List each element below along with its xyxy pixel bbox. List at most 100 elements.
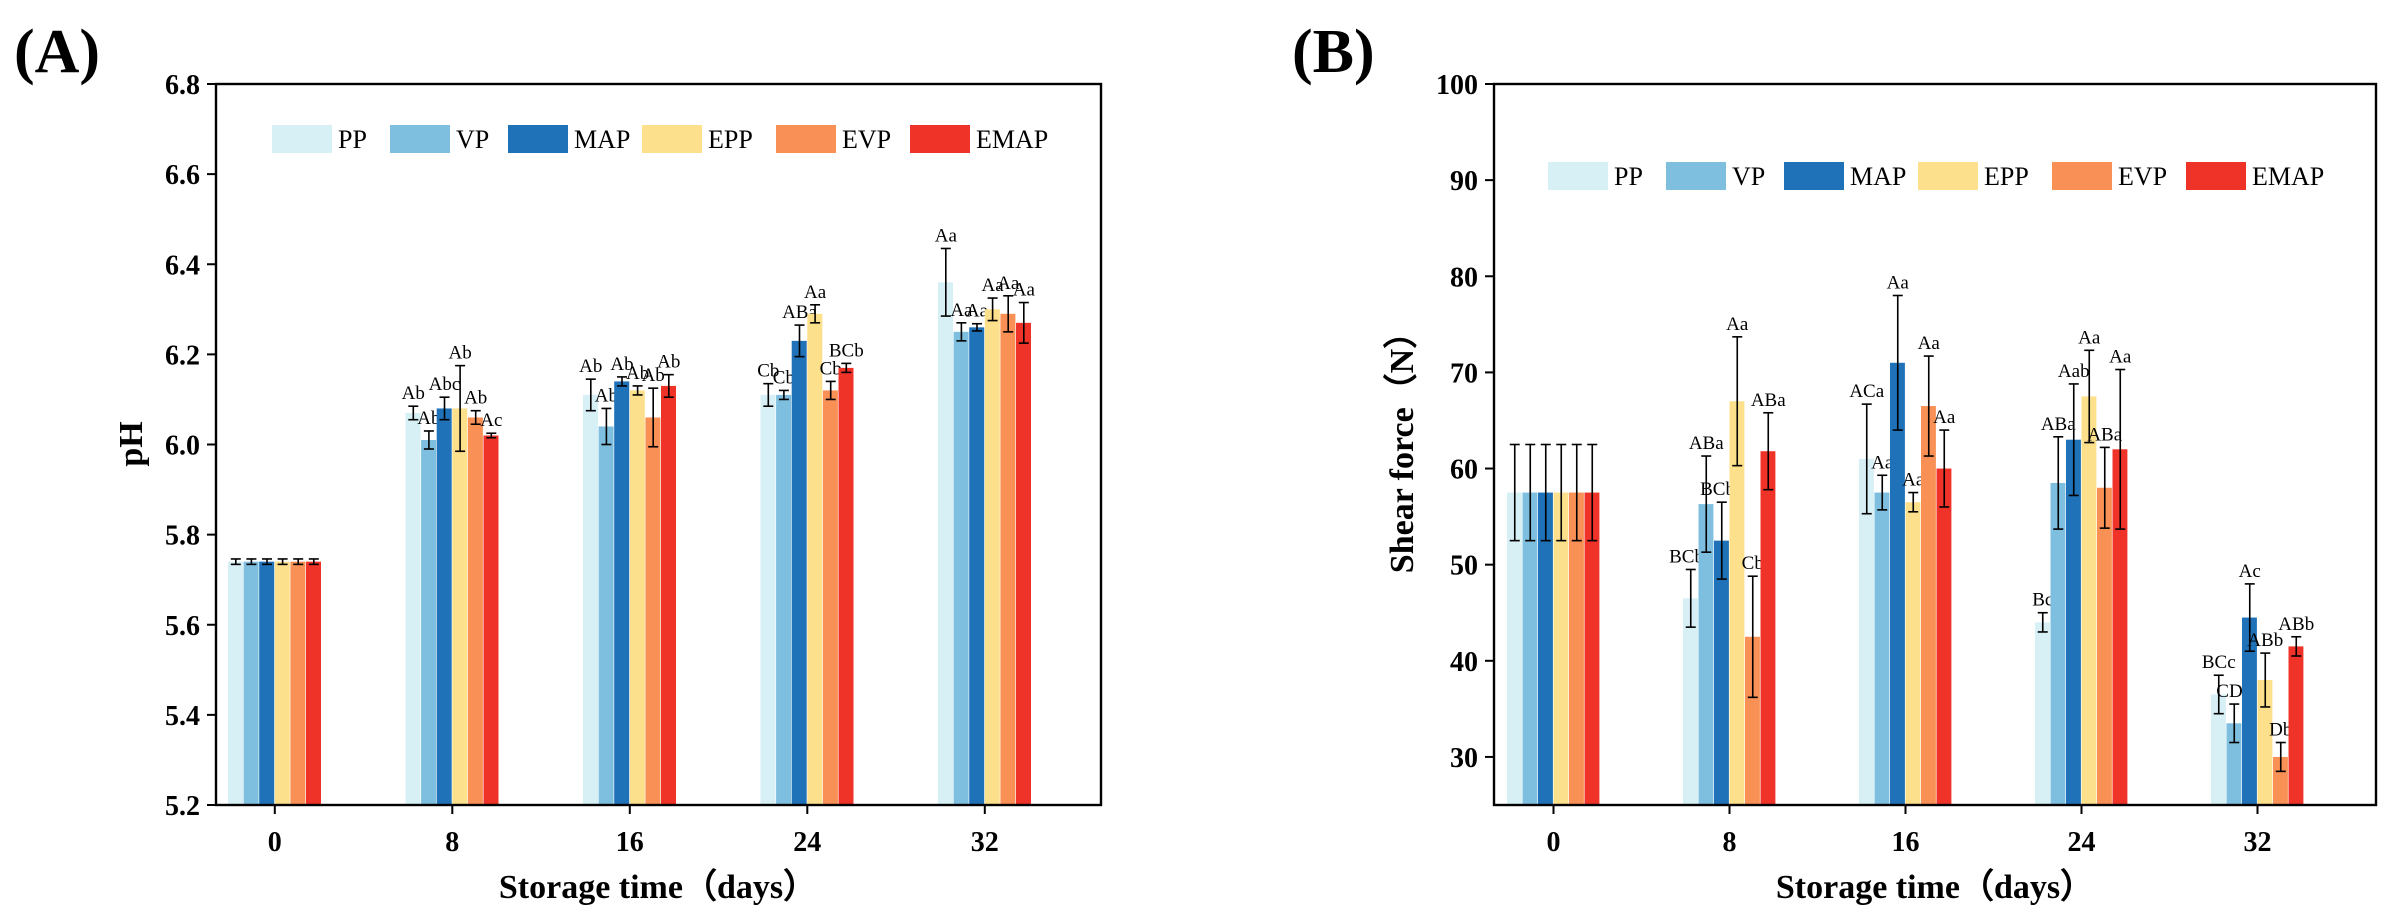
panel-b-legend-swatch-evp: [2052, 162, 2112, 190]
panel-a-significance-label: Aa: [997, 273, 1020, 294]
panel-b-bar-evp: [2097, 487, 2112, 805]
panel-b-legend-label-vp: VP: [1732, 162, 1765, 191]
panel-b-x-tick-label: 8: [1723, 827, 1737, 858]
panel-b-bar-pp: [2211, 694, 2226, 805]
panel-b-legend-swatch-emap: [2186, 162, 2246, 190]
panel-a-plot-frame: [214, 82, 1103, 807]
panel-b-significance-label: Aa: [2078, 327, 2101, 348]
panel-b-x-tick-label: 32: [2244, 827, 2272, 858]
panel-b-y-tick-label: 100: [1436, 70, 1478, 101]
panel-a-bar-evp: [822, 390, 838, 805]
panel-b-significance-label: Aa: [1933, 407, 1956, 428]
panel-a-bar-epp: [807, 313, 823, 805]
panel-b-bar-pp: [2035, 622, 2050, 805]
panel-b-bar-epp: [1729, 401, 1745, 805]
panel-a-legend-label-vp: VP: [456, 125, 489, 154]
panel-b-x-tick-label: 16: [1892, 827, 1920, 858]
panel-b-bar-map: [1890, 362, 1905, 805]
panel-a-bar-vp: [421, 439, 437, 805]
panel-b-significance-label: Aab: [2058, 361, 2090, 382]
panel-b-significance-label: ABa: [1751, 390, 1786, 411]
panel-b-bar-vp: [2226, 723, 2242, 805]
panel-a-bar-map: [791, 340, 807, 805]
panel-a-significance-label: Ab: [610, 354, 633, 375]
panel-b-x-axis-title: Storage time（days）: [1776, 867, 2094, 906]
panel-a-bar-emap: [306, 561, 321, 805]
panel-a-legend-swatch-pp: [272, 125, 332, 153]
panel-a-significance-label: Aa: [982, 275, 1005, 296]
panel-a-bar-evp: [467, 417, 483, 805]
panel-a-legend-swatch-epp: [642, 125, 702, 153]
panel-a-significance-label: Ab: [448, 343, 471, 364]
panel-a-bar-map: [614, 381, 630, 805]
panel-b-significance-label: Aa: [1902, 470, 1925, 491]
panel-a-significance-label: Ab: [579, 356, 602, 377]
panel-b-significance-label: Aa: [1871, 452, 1894, 473]
panel-a-significance-label: Ab: [402, 383, 425, 404]
panel-a-y-tick-label: 5.8: [165, 521, 200, 552]
panel-b-legend-swatch-pp: [1548, 162, 1608, 190]
panel-b-significance-label: ABa: [2087, 424, 2122, 445]
panel-b-legend-swatch-map: [1784, 162, 1844, 190]
panel-a-x-axis-title: Storage time（days）: [499, 867, 817, 906]
panel-a-bar-vp: [776, 394, 792, 805]
panel-a-significance-label: Cb: [773, 367, 795, 388]
panel-a-y-tick-label: 6.4: [165, 250, 200, 281]
panel-a-significance-label: Ab: [657, 352, 680, 373]
panel-b-significance-label: Aa: [1726, 314, 1749, 335]
panel-b-y-tick-label: 90: [1450, 166, 1478, 197]
panel-b-y-tick-label: 70: [1450, 358, 1478, 389]
panel-a-bar-evp: [1000, 313, 1016, 805]
panel-b-bar-emap: [2288, 646, 2304, 805]
panel-a-label: (A): [14, 18, 100, 86]
panel-b-significance-label: Ac: [2239, 561, 2261, 582]
panel-a-x-tick-label: 16: [616, 827, 644, 858]
panel-a-legend-label-map: MAP: [574, 125, 630, 154]
panel-a-y-tick-label: 5.4: [165, 701, 200, 732]
panel-b-significance-label: ABb: [2278, 614, 2314, 635]
panel-a-bar-map: [259, 561, 275, 805]
panel-b-y-tick-label: 40: [1450, 647, 1478, 678]
panel-b-legend-swatch-vp: [1666, 162, 1726, 190]
panel-b-bar-vp: [1698, 504, 1714, 805]
panel-a-significance-label: Aa: [804, 282, 827, 303]
panel-b-legend-label-pp: PP: [1614, 162, 1643, 191]
panel-a-bar-epp: [274, 561, 290, 805]
panel-a-significance-label: Cb: [820, 358, 842, 379]
panel-b-significance-label: ABb: [2247, 630, 2283, 651]
panel-b-bar-epp: [2081, 396, 2097, 805]
panel-a-y-tick-label: 5.2: [165, 791, 200, 822]
panel-b-x-tick-label: 24: [2068, 827, 2096, 858]
panel-b-bar-map: [1538, 492, 1553, 805]
panel-b-y-tick-label: 60: [1450, 455, 1478, 486]
panel-a-bar-map: [969, 327, 985, 805]
panel-a-significance-label: Ab: [626, 363, 649, 384]
panel-b-label: (B): [1292, 18, 1375, 86]
panel-b-bar-emap: [1584, 492, 1600, 805]
panel-a-x-tick-label: 24: [793, 827, 821, 858]
panel-a-bar-pp: [405, 412, 421, 805]
panel-a-legend-label-evp: EVP: [842, 125, 891, 154]
panel-b-bar-vp: [2050, 482, 2066, 805]
panel-a-significance-label: BCb: [829, 340, 864, 361]
panel-b-y-tick-label: 30: [1450, 743, 1478, 774]
panel-b-legend-label-epp: EPP: [1984, 162, 2029, 191]
panel-b-bar-vp: [1874, 492, 1890, 805]
panel-b-bar-map: [2066, 439, 2081, 805]
panel-b-bar-epp: [1905, 502, 1921, 805]
panel-b-bar-epp: [2257, 680, 2273, 805]
panel-a-significance-label: Aa: [966, 301, 989, 322]
panel-a-bar-emap: [1016, 322, 1031, 805]
panel-a-bar-pp: [228, 561, 243, 805]
panel-a-y-axis-title: pH: [113, 421, 150, 466]
panel-a-bar-pp: [583, 394, 598, 805]
panel-a-y-tick-label: 6.8: [165, 70, 200, 101]
panel-b-significance-label: Db: [2269, 720, 2292, 741]
panel-a-x-tick-label: 32: [971, 827, 999, 858]
panel-a-significance-label: Aa: [950, 300, 973, 321]
panel-b-y-axis-title: Shear force（N）: [1382, 315, 1421, 573]
panel-b-significance-label: Aa: [1918, 333, 1941, 354]
panel-b-bar-evp: [1569, 492, 1584, 805]
